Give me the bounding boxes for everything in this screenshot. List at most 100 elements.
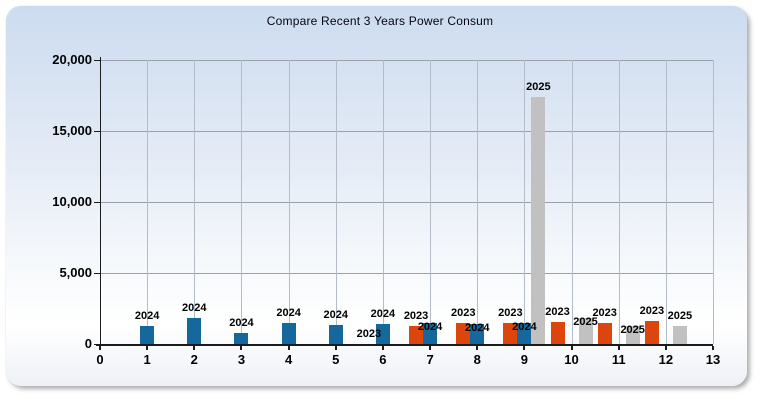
y-tick-label: 20,000 — [52, 52, 92, 67]
bar-2024-month-3[interactable] — [234, 332, 249, 344]
vertical-gridline — [288, 60, 290, 344]
x-axis-line — [96, 344, 713, 346]
x-tick-mark — [146, 346, 149, 350]
x-tick-mark — [476, 346, 479, 350]
x-tick-label: 4 — [284, 352, 293, 367]
bar-label-2023-month-9: 2023 — [498, 307, 523, 320]
x-tick-label: 7 — [426, 352, 434, 367]
bar-2025-month-12[interactable] — [672, 325, 687, 344]
x-tick-mark — [570, 346, 573, 350]
x-tick-mark — [99, 346, 101, 350]
bar-2023-month-12[interactable] — [644, 320, 659, 344]
chart-panel — [6, 6, 747, 386]
vertical-gridline — [194, 60, 196, 344]
x-tick-mark — [240, 346, 243, 350]
x-tick-label: 3 — [237, 352, 246, 367]
bar-label-2023-month-11: 2023 — [592, 307, 617, 320]
x-tick-label: 9 — [520, 352, 528, 367]
x-tick-mark — [381, 346, 384, 350]
y-tick-mark — [94, 131, 100, 132]
bar-label-2024-month-2: 2024 — [182, 301, 207, 314]
bar-label-2023-month-12: 2023 — [639, 304, 665, 317]
x-tick-mark — [712, 346, 714, 350]
horizontal-gridline — [100, 273, 713, 274]
bar-label-2024-month-7: 2024 — [417, 321, 443, 334]
y-tick-label: 0 — [84, 336, 92, 351]
bar-2023-month-8[interactable] — [456, 323, 471, 344]
x-tick-mark — [287, 346, 290, 350]
vertical-gridline — [665, 60, 667, 344]
x-tick-label: 5 — [332, 352, 340, 367]
x-tick-mark — [193, 346, 196, 350]
x-tick-mark — [334, 346, 337, 350]
vertical-gridline — [335, 60, 337, 344]
bar-label-2024-month-8: 2024 — [464, 321, 490, 334]
horizontal-gridline — [100, 60, 713, 61]
bar-label-2023-month-10: 2023 — [545, 305, 570, 318]
chart-title: Compare Recent 3 Years Power Consum — [266, 14, 494, 28]
x-tick-mark — [664, 346, 667, 350]
bar-label-2024-month-1: 2024 — [134, 309, 160, 322]
vertical-gridline — [524, 60, 526, 344]
bar-2024-month-1[interactable] — [140, 325, 155, 344]
bar-label-2025-month-10: 2025 — [573, 316, 598, 328]
bar-2024-month-8[interactable] — [470, 323, 485, 344]
y-tick-label: 10,000 — [52, 194, 92, 209]
vertical-gridline — [241, 60, 243, 344]
y-tick-label: 15,000 — [52, 123, 92, 138]
y-tick-mark — [94, 60, 100, 61]
bar-2024-month-9[interactable] — [517, 323, 532, 344]
bar-2023-month-11[interactable] — [597, 323, 612, 344]
bar-label-2023-month-8: 2023 — [450, 307, 476, 320]
x-tick-label: 6 — [379, 352, 387, 367]
vertical-gridline — [430, 60, 432, 344]
y-tick-mark — [94, 344, 100, 345]
bar-2025-month-9[interactable] — [531, 96, 546, 344]
bar-label-2025-month-9: 2025 — [526, 80, 551, 93]
x-tick-mark — [523, 346, 526, 350]
bar-label-2025-month-12: 2025 — [667, 309, 693, 322]
x-tick-label: 10 — [564, 352, 579, 367]
bar-label-2025-month-11: 2025 — [620, 324, 645, 337]
bar-label-2024-month-3: 2024 — [229, 316, 254, 329]
bar-2023-month-7[interactable] — [409, 325, 424, 344]
bar-2024-month-4[interactable] — [281, 322, 296, 344]
vertical-gridline — [571, 60, 573, 344]
y-tick-mark — [94, 273, 100, 274]
horizontal-gridline — [100, 131, 713, 132]
x-tick-label: 0 — [96, 352, 104, 367]
y-tick-label: 5,000 — [59, 265, 92, 280]
vertical-gridline — [713, 60, 714, 344]
vertical-gridline — [382, 60, 384, 344]
y-tick-mark — [94, 202, 100, 203]
bar-2024-month-5[interactable] — [328, 324, 343, 344]
bar-2025-month-11[interactable] — [625, 326, 640, 344]
x-tick-label: 12 — [658, 352, 674, 367]
x-tick-label: 1 — [143, 352, 151, 367]
bar-label-2024-month-4: 2024 — [276, 306, 301, 319]
bar-label-2023-month-7: 2023 — [403, 309, 429, 322]
x-tick-mark — [429, 346, 432, 350]
bar-2023-month-9[interactable] — [503, 323, 518, 344]
vertical-gridline — [618, 60, 620, 344]
bar-2024-month-2[interactable] — [187, 317, 202, 344]
vertical-gridline — [147, 60, 149, 344]
bar-2023-month-10[interactable] — [550, 321, 565, 344]
y-axis-line — [100, 57, 101, 344]
bar-label-2024-month-5: 2024 — [323, 308, 348, 321]
vertical-gridline — [477, 60, 479, 344]
horizontal-gridline — [100, 202, 713, 203]
bar-label-2024-month-9: 2024 — [512, 321, 537, 334]
bar-2025-month-10[interactable] — [578, 318, 593, 344]
x-tick-mark — [617, 346, 620, 350]
x-tick-label: 2 — [190, 352, 198, 367]
bar-2024-month-6[interactable] — [375, 323, 390, 344]
bar-label-2023-month-6: 2023 — [356, 328, 382, 340]
x-tick-label: 11 — [611, 352, 626, 367]
x-tick-label: 8 — [473, 352, 481, 367]
bar-2024-month-7[interactable] — [423, 323, 438, 344]
bar-label-2024-month-6: 2024 — [370, 307, 396, 320]
x-tick-label: 13 — [705, 352, 721, 367]
